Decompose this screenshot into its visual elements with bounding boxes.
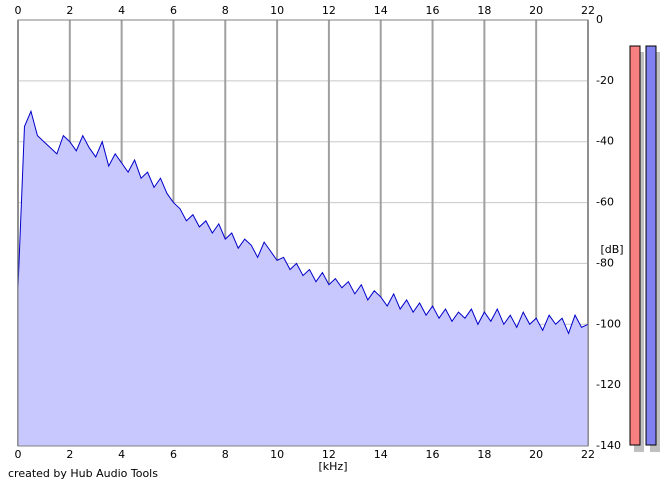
- x-tick-label-top: 16: [426, 4, 440, 17]
- y-tick-label: -120: [596, 378, 621, 391]
- y-axis-label: [dB]: [600, 243, 623, 256]
- x-tick-label-top: 20: [529, 4, 543, 17]
- x-tick-label-bottom: 12: [322, 448, 336, 461]
- footer: created by Hub Audio Tools: [8, 467, 158, 480]
- y-tick-label: -80: [596, 256, 614, 269]
- y-tick-label: 0: [596, 13, 603, 26]
- x-tick-label-bottom: 14: [374, 448, 388, 461]
- y-tick-label: -20: [596, 74, 614, 87]
- x-tick-label-bottom: 20: [529, 448, 543, 461]
- x-tick-label-top: 0: [15, 4, 22, 17]
- x-tick-label-bottom: 8: [222, 448, 229, 461]
- level-meter-left: [629, 45, 641, 446]
- level-meter-right: [645, 45, 657, 446]
- x-tick-label-bottom: 16: [426, 448, 440, 461]
- x-tick-label-bottom: 6: [170, 448, 177, 461]
- x-tick-label-bottom: 4: [118, 448, 125, 461]
- x-tick-label-bottom: 2: [66, 448, 73, 461]
- x-tick-label-bottom: 10: [270, 448, 284, 461]
- x-tick-label-bottom: 18: [477, 448, 491, 461]
- plot-frame: [17, 19, 589, 447]
- spectrum-line: [17, 109, 589, 335]
- y-tick-label: -100: [596, 317, 621, 330]
- y-tick-label: -40: [596, 135, 614, 148]
- x-axis-label: [kHz]: [319, 460, 348, 473]
- x-tick-label-top: 22: [581, 4, 595, 17]
- x-tick-label-top: 12: [322, 4, 336, 17]
- x-tick-label-bottom: 22: [581, 448, 595, 461]
- x-tick-label-top: 8: [222, 4, 229, 17]
- y-tick-label: -60: [596, 196, 614, 209]
- y-tick-label: -140: [596, 439, 621, 452]
- x-tick-label-top: 2: [66, 4, 73, 17]
- x-tick-label-top: 18: [477, 4, 491, 17]
- x-tick-label-top: 14: [374, 4, 388, 17]
- x-tick-label-bottom: 0: [15, 448, 22, 461]
- x-tick-label-top: 6: [170, 4, 177, 17]
- x-tick-label-top: 10: [270, 4, 284, 17]
- spectrum-area: [18, 111, 588, 447]
- x-tick-label-top: 4: [118, 4, 125, 17]
